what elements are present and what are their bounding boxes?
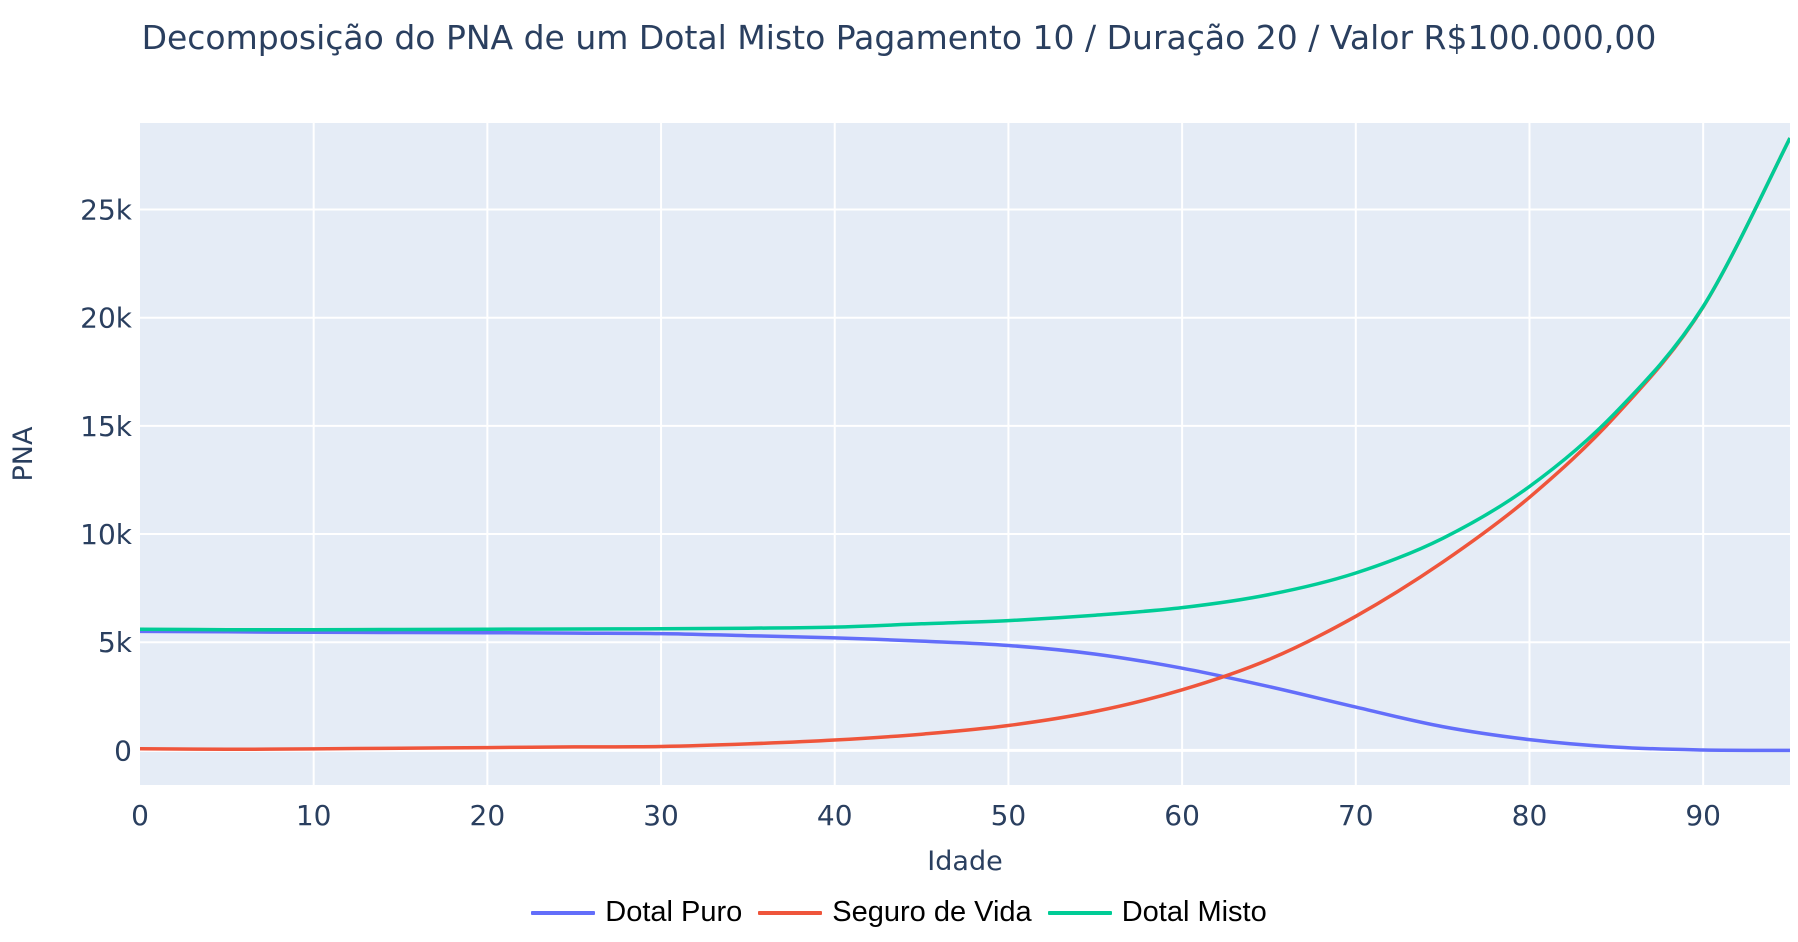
y-tick-label: 5k [98,626,133,659]
legend-label: Seguro de Vida [832,896,1032,928]
plot-background [140,123,1790,785]
x-tick-label: 60 [1164,799,1200,832]
chart-title: Decomposição do PNA de um Dotal Misto Pa… [141,18,1657,57]
x-tick-label: 10 [296,799,332,832]
series-line-seguro-de-vida [140,137,1790,752]
x-tick-label: 50 [991,799,1027,832]
x-tick-label: 30 [643,799,679,832]
y-tick-label: 20k [80,302,133,335]
x-tick-label: 80 [1512,799,1548,832]
y-tick-label: 25k [80,194,133,227]
x-tick-label: 90 [1685,799,1721,832]
legend-item-seguro-de-vida[interactable]: Seguro de Vida [758,896,1032,929]
x-tick-label: 70 [1338,799,1374,832]
legend-label: Dotal Misto [1121,896,1267,928]
x-tick-label: 0 [131,799,149,832]
x-tick-label: 40 [817,799,853,832]
series-line-dotal-puro [140,629,1790,753]
y-tick-label: 10k [80,518,133,551]
legend-swatch [531,910,596,915]
series-line-dotal-misto [140,137,1790,632]
legend-swatch [758,910,823,915]
legend: Dotal Puro Seguro de Vida Dotal Misto [0,896,1798,929]
legend-swatch [1047,910,1112,915]
legend-item-dotal-misto[interactable]: Dotal Misto [1047,896,1267,929]
x-axis-title: Idade [927,846,1002,877]
y-tick-label: 0 [114,734,132,767]
y-tick-label: 15k [80,410,133,443]
legend-item-dotal-puro[interactable]: Dotal Puro [531,896,742,929]
legend-label: Dotal Puro [605,896,743,928]
x-tick-label: 20 [470,799,506,832]
y-axis-title: PNA [8,426,39,481]
